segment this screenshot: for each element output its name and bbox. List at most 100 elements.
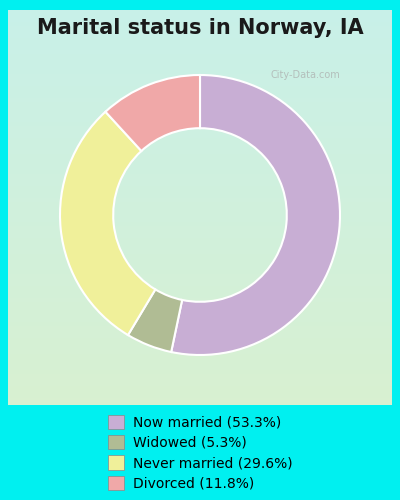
Bar xyxy=(8,362,392,366)
Bar xyxy=(8,322,392,326)
Bar xyxy=(8,126,392,130)
Bar xyxy=(8,258,392,262)
Bar xyxy=(8,70,392,74)
Bar xyxy=(8,14,392,18)
Bar xyxy=(8,214,392,218)
Bar xyxy=(8,150,392,154)
Text: Marital status in Norway, IA: Marital status in Norway, IA xyxy=(37,18,363,38)
Legend: Now married (53.3%), Widowed (5.3%), Never married (29.6%), Divorced (11.8%): Now married (53.3%), Widowed (5.3%), Nev… xyxy=(102,409,298,496)
Bar xyxy=(8,210,392,214)
Bar xyxy=(8,142,392,146)
Bar xyxy=(8,278,392,282)
Bar xyxy=(8,42,392,46)
Bar xyxy=(8,38,392,42)
Bar xyxy=(8,298,392,302)
Bar xyxy=(8,122,392,126)
Bar xyxy=(8,306,392,310)
Bar xyxy=(8,162,392,166)
Bar xyxy=(8,114,392,118)
Bar xyxy=(8,318,392,322)
Bar xyxy=(8,54,392,58)
Bar xyxy=(8,178,392,182)
Bar xyxy=(8,182,392,186)
Bar xyxy=(8,406,392,410)
Bar xyxy=(8,238,392,242)
Bar xyxy=(8,374,392,378)
Bar xyxy=(8,202,392,206)
Bar xyxy=(8,170,392,174)
Bar xyxy=(8,270,392,274)
Bar xyxy=(8,10,392,14)
Bar xyxy=(8,274,392,278)
Text: City-Data.com: City-Data.com xyxy=(270,70,340,80)
Bar xyxy=(8,346,392,350)
Bar xyxy=(8,342,392,346)
Bar xyxy=(8,338,392,342)
Bar xyxy=(8,326,392,330)
Bar xyxy=(8,82,392,86)
Bar xyxy=(8,398,392,402)
Bar xyxy=(8,90,392,94)
Bar xyxy=(8,218,392,222)
Bar xyxy=(8,330,392,334)
Bar xyxy=(8,386,392,390)
Bar xyxy=(8,18,392,22)
Wedge shape xyxy=(171,75,340,355)
Bar xyxy=(8,174,392,178)
Bar xyxy=(8,146,392,150)
Bar xyxy=(8,294,392,298)
Bar xyxy=(8,130,392,134)
Bar xyxy=(8,370,392,374)
Bar xyxy=(8,354,392,358)
Bar xyxy=(8,98,392,102)
Bar xyxy=(8,242,392,246)
Bar xyxy=(8,26,392,30)
Bar xyxy=(8,262,392,266)
Bar xyxy=(8,206,392,210)
Bar xyxy=(8,394,392,398)
Bar xyxy=(8,402,392,406)
Bar xyxy=(8,138,392,142)
Wedge shape xyxy=(106,75,200,151)
Bar xyxy=(8,302,392,306)
Bar xyxy=(8,118,392,122)
Bar xyxy=(8,34,392,38)
Bar xyxy=(8,390,392,394)
Bar xyxy=(8,106,392,110)
Bar xyxy=(8,378,392,382)
Bar xyxy=(8,314,392,318)
Bar xyxy=(8,334,392,338)
Bar xyxy=(8,66,392,70)
Bar xyxy=(8,266,392,270)
Bar xyxy=(8,94,392,98)
Bar xyxy=(8,230,392,234)
Bar xyxy=(8,194,392,198)
Bar xyxy=(8,222,392,226)
Bar xyxy=(8,134,392,138)
Bar xyxy=(8,286,392,290)
Bar xyxy=(8,226,392,230)
Bar xyxy=(8,50,392,54)
Bar xyxy=(8,46,392,50)
Bar xyxy=(8,350,392,354)
Bar xyxy=(8,246,392,250)
Bar xyxy=(8,358,392,362)
Bar xyxy=(8,166,392,170)
Bar xyxy=(8,102,392,106)
Bar xyxy=(8,74,392,78)
Bar xyxy=(8,110,392,114)
Bar xyxy=(8,234,392,238)
Bar xyxy=(8,190,392,194)
Wedge shape xyxy=(128,290,182,352)
Bar xyxy=(8,186,392,190)
Bar xyxy=(8,58,392,62)
Bar xyxy=(8,254,392,258)
Wedge shape xyxy=(60,112,155,335)
Bar xyxy=(8,158,392,162)
Bar xyxy=(8,282,392,286)
Bar xyxy=(8,86,392,90)
Bar xyxy=(8,22,392,26)
Bar xyxy=(8,382,392,386)
Bar xyxy=(8,250,392,254)
Bar xyxy=(8,310,392,314)
